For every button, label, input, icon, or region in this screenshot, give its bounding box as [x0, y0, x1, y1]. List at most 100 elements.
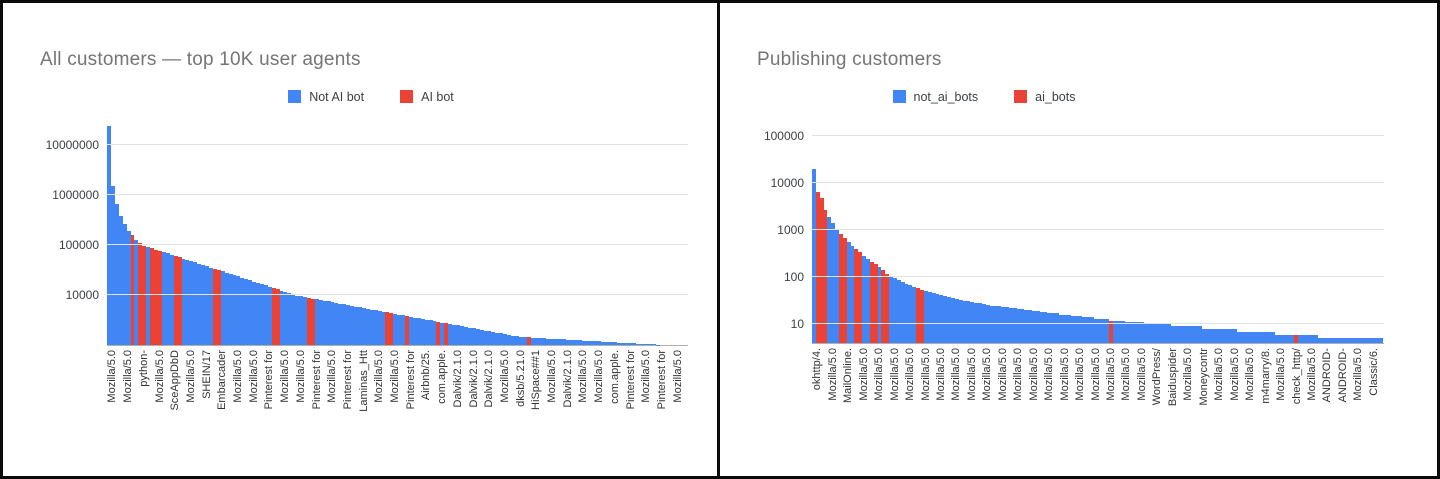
not-ai-bot-bar — [593, 341, 598, 345]
not-ai-bot-bar — [1228, 328, 1233, 343]
gridline — [812, 323, 1384, 325]
not-ai-bot-bar — [314, 299, 319, 345]
gridline — [812, 182, 1384, 184]
not-ai-bot-bar — [1082, 317, 1087, 343]
not-ai-bot-bar — [248, 280, 253, 345]
not-ai-bot-bar — [997, 306, 1002, 343]
not-ai-bot-bar — [958, 299, 963, 343]
not-ai-bot-bar — [1055, 313, 1059, 343]
not-ai-bot-bar — [835, 229, 840, 343]
not-ai-bot-bar — [908, 285, 913, 343]
not-ai-bot-bar — [256, 282, 260, 345]
not-ai-bot-bar — [939, 295, 944, 343]
x-axis-tick-label: Mozilla/5.0 — [106, 350, 119, 403]
not-ai-bot-bar — [1251, 331, 1256, 343]
not-ai-bot-bar — [947, 297, 951, 343]
not-ai-bot-bar — [1001, 307, 1005, 343]
ai-bot-bar — [271, 288, 276, 345]
legend-label: ai_bots — [1035, 89, 1076, 104]
not-ai-bot-bar — [1360, 338, 1364, 343]
x-axis-tick-label: Dalvik/2.1.0 — [561, 350, 574, 408]
not-ai-bot-bar — [1097, 318, 1102, 343]
x-axis-tick-label: m4marry/8. — [1259, 348, 1272, 404]
x-axis-tick-label: dksb/5.21.0 — [514, 350, 527, 407]
not-ai-bot-bar — [350, 305, 355, 345]
not-ai-bot-bar — [471, 328, 476, 345]
not-ai-bot-bar — [954, 298, 959, 343]
not-ai-bot-bar — [1344, 338, 1349, 343]
not-ai-bot-bar — [1209, 328, 1214, 343]
legend-label: not_ai_bots — [913, 89, 979, 104]
x-axis-tick-label: Pinterest for — [341, 350, 354, 410]
not-ai-bot-bar — [1309, 334, 1314, 343]
not-ai-bot-bar — [1066, 314, 1071, 343]
not-ai-bot-bar — [581, 340, 586, 345]
not-ai-bot-bar — [640, 343, 645, 345]
not-ai-bot-bar — [1221, 328, 1225, 343]
not-ai-bot-bar — [1329, 338, 1334, 343]
ai-bot-bar — [819, 198, 824, 343]
not-ai-bot-bar — [644, 344, 649, 345]
ai-bot-bar — [920, 289, 924, 343]
ai-bot-bar — [916, 288, 921, 343]
x-axis-tick-label: Mozilla/5.0 — [1089, 348, 1102, 401]
not-ai-bot-bar — [1367, 338, 1372, 343]
not-ai-bot-bar — [326, 301, 331, 345]
not-ai-bot-bar — [263, 285, 268, 345]
not-ai-bot-bar — [1101, 318, 1106, 343]
legend-swatch-blue-icon — [892, 90, 906, 103]
not-ai-bot-bar — [1105, 318, 1110, 343]
not-ai-bot-bar — [1275, 334, 1279, 343]
x-axis-tick-label: SHEIN/17 — [200, 350, 213, 399]
not-ai-bot-bar — [499, 333, 504, 345]
panel-all-customers: All customers — top 10K user agents Not … — [3, 3, 720, 476]
not-ai-bot-bar — [1093, 318, 1098, 343]
ai-bot-bar — [405, 316, 409, 345]
not-ai-bot-bar — [1004, 307, 1009, 343]
not-ai-bot-bar — [1194, 326, 1198, 343]
x-axis-tick-label: Mozilla/5.0 — [826, 348, 839, 401]
not-ai-bot-bar — [1333, 338, 1337, 343]
legend-item-not-ai-bot: Not AI bot — [288, 90, 364, 104]
x-axis-tick-label: Classic/6. — [1367, 348, 1380, 396]
y-axis-tick-label: 100000 — [58, 238, 99, 252]
gridline — [107, 144, 688, 145]
not-ai-bot-bar — [558, 339, 562, 345]
not-ai-bot-bar — [923, 290, 928, 343]
ai-bot-bar — [842, 238, 847, 343]
not-ai-bot-bar — [432, 321, 437, 345]
not-ai-bot-bar — [283, 291, 288, 345]
legend-publishing-customers: not_ai_bots ai_bots — [764, 89, 1204, 104]
not-ai-bot-bar — [1340, 338, 1345, 343]
not-ai-bot-bar — [205, 266, 209, 345]
x-axis-tick-label: Mozilla/5.0 — [996, 348, 1009, 401]
not-ai-bot-bar — [950, 298, 955, 343]
not-ai-bot-bar — [1008, 308, 1013, 343]
legend-label: AI bot — [421, 89, 454, 104]
not-ai-bot-bar — [1070, 316, 1075, 343]
not-ai-bot-bar — [1047, 313, 1052, 343]
not-ai-bot-bar — [612, 342, 617, 345]
not-ai-bot-bar — [1263, 331, 1268, 343]
x-axis-tick-label: Mozilla/5.0 — [857, 348, 870, 401]
legend-swatch-blue-icon — [288, 90, 302, 103]
ai-bot-bar — [130, 235, 135, 345]
ai-bot-bar — [177, 257, 182, 345]
ai-bot-bar — [138, 242, 143, 345]
not-ai-bot-bar — [866, 258, 870, 343]
not-ai-bot-bar — [1089, 317, 1094, 343]
not-ai-bot-bar — [346, 305, 351, 345]
gridline — [812, 276, 1384, 278]
not-ai-bot-bar — [424, 319, 429, 345]
x-axis-tick-label: Mozilla/5.0 — [389, 350, 402, 403]
not-ai-bot-bar — [161, 252, 166, 345]
not-ai-bot-bar — [456, 325, 460, 345]
not-ai-bot-bar — [134, 239, 139, 345]
not-ai-bot-bar — [935, 294, 940, 343]
x-axis-tick-label: com.apple. — [608, 350, 621, 404]
x-axis-tick-label: Pinterest for — [310, 350, 323, 410]
not-ai-bot-bar — [428, 320, 433, 345]
x-axis-tick-label: Mozilla/5.0 — [1213, 348, 1226, 401]
not-ai-bot-bar — [354, 306, 358, 345]
not-ai-bot-bar — [1163, 324, 1168, 343]
